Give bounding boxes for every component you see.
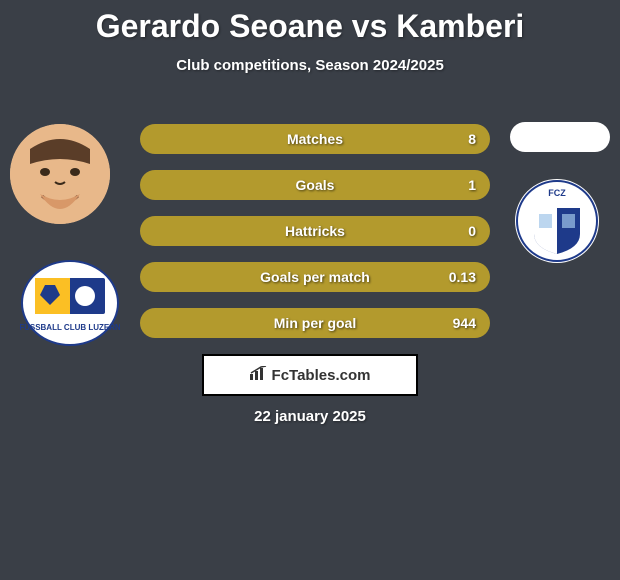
stats-bars: Matches 8 Goals 1 Hattricks 0 Goals per … xyxy=(140,124,490,354)
stat-value-right: 944 xyxy=(453,315,476,331)
stat-value-right: 8 xyxy=(468,131,476,147)
shield-icon: FCZ xyxy=(514,178,600,264)
chart-icon xyxy=(250,366,268,385)
branding-label: FcTables.com xyxy=(272,367,371,384)
stat-label: Matches xyxy=(287,131,343,147)
stat-row-mpg: Min per goal 944 xyxy=(140,308,490,338)
stat-label: Hattricks xyxy=(285,223,345,239)
page-subtitle: Club competitions, Season 2024/2025 xyxy=(0,57,620,74)
stat-value-right: 0.13 xyxy=(449,269,476,285)
player-left-avatar xyxy=(10,124,110,224)
stat-label: Goals xyxy=(296,177,335,193)
stat-row-hattricks: Hattricks 0 xyxy=(140,216,490,246)
club-left-badge: FUSSBALL CLUB LUZERN xyxy=(20,260,120,346)
stat-row-gpm: Goals per match 0.13 xyxy=(140,262,490,292)
stat-value-right: 0 xyxy=(468,223,476,239)
club-right-badge: FCZ xyxy=(514,178,600,264)
stat-row-matches: Matches 8 xyxy=(140,124,490,154)
stat-label: Min per goal xyxy=(274,315,356,331)
svg-text:FCZ: FCZ xyxy=(548,188,566,198)
page-title: Gerardo Seoane vs Kamberi xyxy=(0,0,620,45)
stat-value-right: 1 xyxy=(468,177,476,193)
player-right-avatar xyxy=(510,122,610,152)
shield-icon: FUSSBALL CLUB LUZERN xyxy=(20,260,120,346)
branding-box[interactable]: FcTables.com xyxy=(202,354,418,396)
stat-row-goals: Goals 1 xyxy=(140,170,490,200)
date-line: 22 january 2025 xyxy=(0,408,620,425)
svg-text:FUSSBALL CLUB LUZERN: FUSSBALL CLUB LUZERN xyxy=(20,323,120,332)
stat-label: Goals per match xyxy=(260,269,370,285)
face-icon xyxy=(10,124,110,224)
